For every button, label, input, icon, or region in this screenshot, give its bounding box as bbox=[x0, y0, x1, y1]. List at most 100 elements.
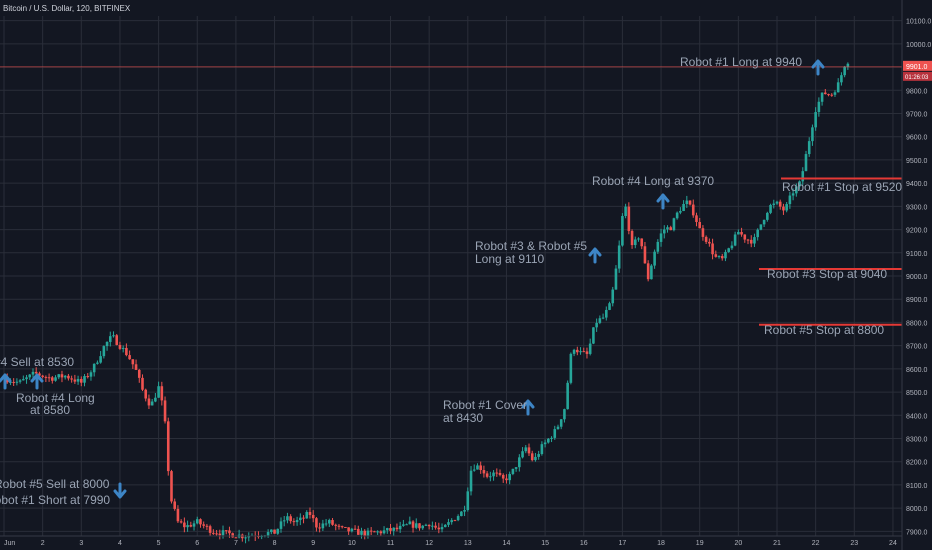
candle-up bbox=[727, 248, 730, 252]
candle-up bbox=[543, 442, 547, 445]
candle-down bbox=[208, 526, 212, 533]
candle-up bbox=[766, 212, 769, 220]
stop-label: Robot #1 Stop at 9520 bbox=[782, 180, 902, 194]
arrow-down-icon bbox=[113, 482, 127, 499]
candle-down bbox=[212, 532, 215, 534]
candle-down bbox=[740, 232, 743, 235]
candle-up bbox=[92, 363, 96, 373]
price-axis[interactable]: 10100.010000.09900.09800.09700.09600.095… bbox=[901, 0, 932, 550]
candle-down bbox=[530, 453, 534, 461]
candle-up bbox=[192, 523, 196, 527]
candle-down bbox=[311, 514, 315, 519]
candle-down bbox=[202, 524, 205, 526]
candle-down bbox=[691, 204, 695, 216]
time-tick-label: 16 bbox=[580, 540, 588, 547]
candle-down bbox=[318, 527, 321, 529]
candle-up bbox=[99, 356, 102, 363]
candle-down bbox=[453, 520, 457, 522]
candle-down bbox=[505, 478, 508, 481]
candle-up bbox=[324, 523, 328, 525]
candle-down bbox=[669, 227, 673, 231]
candle-up bbox=[9, 381, 12, 383]
candle-down bbox=[695, 215, 698, 222]
candle-up bbox=[518, 457, 521, 468]
candle-down bbox=[5, 378, 9, 383]
candle-down bbox=[830, 94, 834, 96]
time-tick-label: 5 bbox=[157, 540, 161, 547]
countdown-label: 01:26:03 bbox=[905, 75, 929, 81]
candle-up bbox=[414, 523, 418, 528]
candle-up bbox=[286, 516, 289, 521]
arrow-up-icon bbox=[588, 247, 602, 264]
candle-up bbox=[553, 429, 557, 438]
candle-up bbox=[679, 211, 682, 213]
annotation-label: Long at 9110 bbox=[475, 252, 545, 266]
candle-down bbox=[347, 527, 350, 532]
candle-up bbox=[508, 473, 511, 481]
candle-up bbox=[672, 218, 676, 231]
candle-up bbox=[563, 409, 566, 420]
candle-down bbox=[234, 537, 238, 539]
candle-up bbox=[112, 335, 115, 337]
candle-up bbox=[54, 377, 57, 381]
candle-down bbox=[585, 351, 589, 354]
candle-down bbox=[163, 400, 167, 422]
candle-down bbox=[698, 221, 701, 229]
candle-up bbox=[608, 303, 611, 310]
candle-down bbox=[224, 530, 228, 532]
candle-up bbox=[447, 522, 450, 525]
time-tick-label: 24 bbox=[889, 540, 897, 547]
candle-down bbox=[34, 371, 38, 374]
candle-up bbox=[25, 377, 28, 380]
arrow-head bbox=[0, 373, 12, 383]
arrow-up-icon bbox=[656, 193, 670, 210]
candle-up bbox=[360, 530, 363, 535]
candle-up bbox=[22, 379, 25, 381]
candle-down bbox=[12, 381, 15, 383]
candle-up bbox=[540, 444, 544, 455]
candle-up bbox=[569, 353, 573, 383]
candle-up bbox=[186, 525, 189, 528]
candle-up bbox=[775, 201, 779, 204]
candle-up bbox=[833, 92, 837, 95]
annotation-label: Robot #5 Sell at 8000 bbox=[0, 477, 110, 491]
candle-down bbox=[115, 335, 119, 345]
time-tick-label: 4 bbox=[118, 540, 122, 547]
countdown-tag bbox=[903, 71, 932, 81]
candle-down bbox=[147, 398, 151, 406]
candle-up bbox=[791, 193, 795, 196]
arrow-head bbox=[656, 193, 670, 203]
chart-grid bbox=[0, 16, 902, 536]
candle-up bbox=[733, 234, 737, 246]
time-tick-label: 12 bbox=[425, 540, 433, 547]
price-tick-label: 9600.0 bbox=[906, 135, 928, 142]
candle-down bbox=[257, 536, 260, 538]
price-tick-label: 9800.0 bbox=[906, 88, 928, 95]
arrow-head bbox=[588, 247, 602, 257]
candle-up bbox=[83, 376, 86, 383]
candle-up bbox=[843, 66, 846, 76]
candle-up bbox=[846, 63, 850, 67]
candle-up bbox=[492, 472, 495, 477]
candle-up bbox=[588, 343, 592, 354]
price-tick-label: 8000.0 bbox=[906, 506, 928, 513]
candle-up bbox=[392, 527, 396, 531]
candle-up bbox=[550, 437, 553, 439]
candle-down bbox=[38, 373, 41, 376]
time-tick-label: 11 bbox=[387, 540, 394, 547]
price-tick-label: 9500.0 bbox=[906, 158, 928, 165]
time-tick-label: Jun bbox=[4, 540, 15, 547]
candle-up bbox=[121, 347, 125, 349]
time-axis[interactable]: Jun 2 3 4 5 6 7 8 9 10 11 12 13 14 15 16 17 18 19 20 21 22 23 2… bbox=[0, 535, 902, 547]
candle-up bbox=[398, 525, 402, 530]
arrow-head bbox=[113, 489, 127, 499]
candle-up bbox=[279, 521, 283, 529]
candle-up bbox=[717, 256, 721, 258]
candle-up bbox=[759, 224, 763, 230]
candle-down bbox=[627, 206, 631, 231]
candle-up bbox=[737, 232, 740, 235]
candle-down bbox=[373, 531, 376, 533]
candle-up bbox=[282, 520, 286, 522]
time-tick-label: 14 bbox=[503, 540, 511, 547]
